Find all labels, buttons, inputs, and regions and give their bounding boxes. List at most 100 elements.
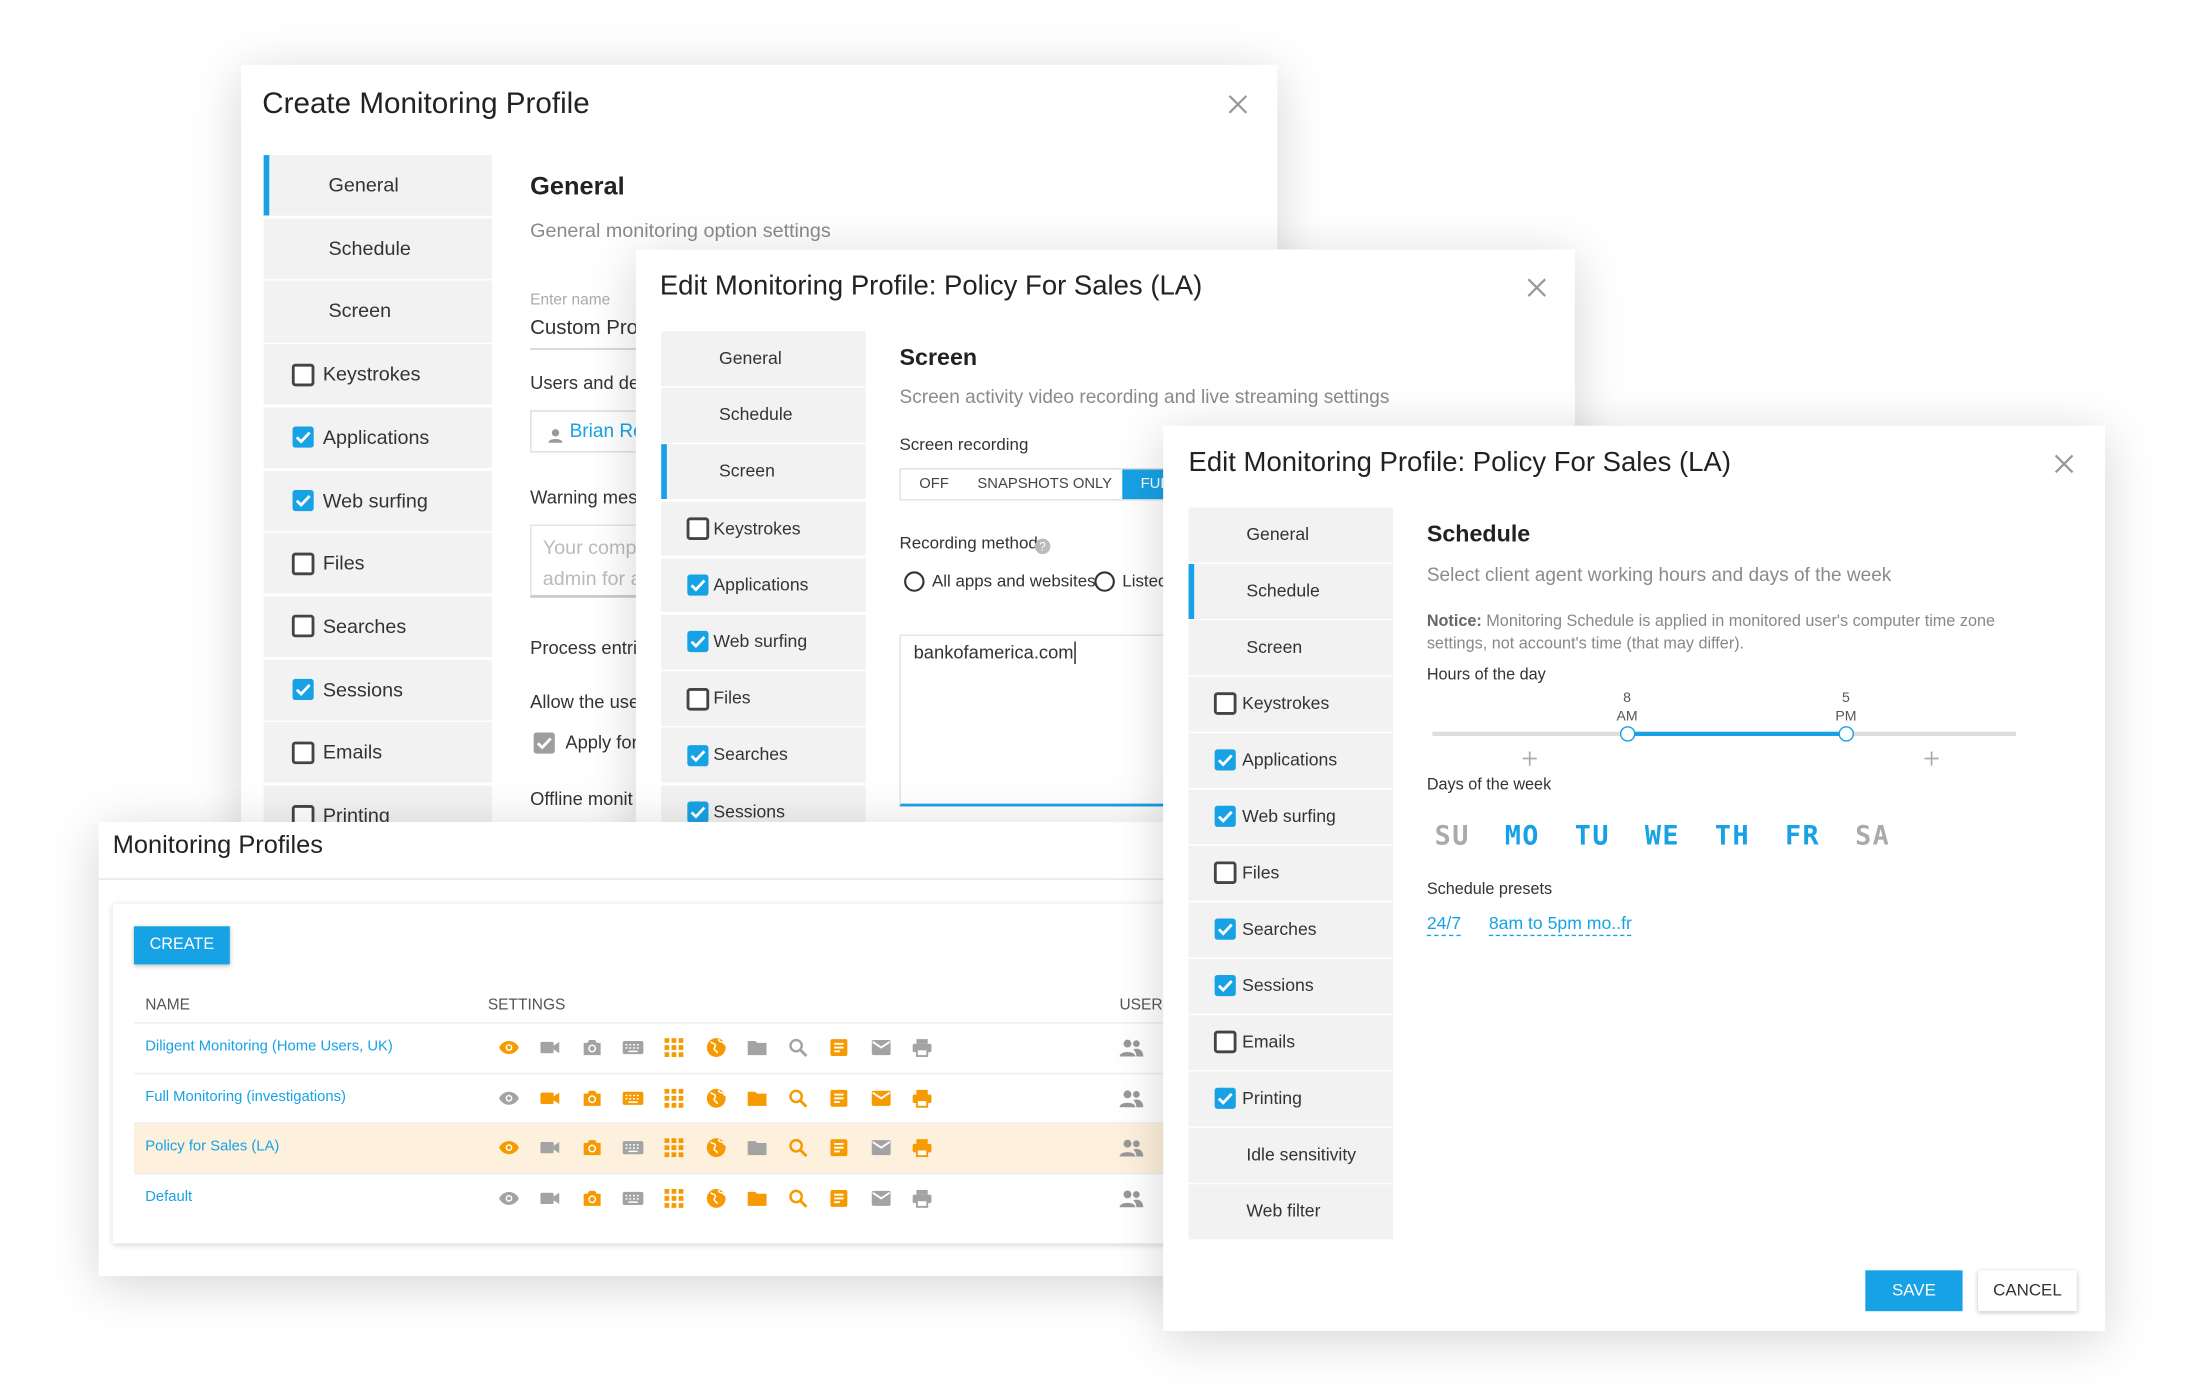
preset-link[interactable]: 24/7 [1426, 912, 1462, 937]
icon-shape [912, 1189, 932, 1208]
add-marker [1522, 747, 1537, 766]
close-button[interactable] [1228, 94, 1248, 114]
radio[interactable] [904, 571, 925, 592]
nav-item[interactable]: Files [661, 671, 866, 726]
icon-shape [2054, 454, 2074, 474]
day-toggle[interactable]: TU [1574, 820, 1610, 852]
nav-item[interactable]: Searches [661, 728, 866, 783]
nav-item[interactable]: Printing [1188, 1071, 1393, 1126]
icon-shape [706, 1038, 726, 1057]
icon-shape [664, 1038, 670, 1043]
nav-item[interactable]: Schedule [1188, 563, 1393, 619]
icon-shape [1123, 1089, 1132, 1098]
day-toggle[interactable]: FR [1785, 820, 1821, 852]
icon-shape [671, 1188, 677, 1194]
nav-item[interactable]: Web surfing [263, 470, 493, 532]
icon-shape [291, 615, 315, 638]
nav-item[interactable]: Idle sensitivity [1188, 1127, 1393, 1183]
close-button[interactable] [1527, 278, 1547, 298]
nav-item[interactable]: Screen [1188, 620, 1393, 675]
cancel-button[interactable]: CANCEL [1978, 1270, 2077, 1312]
nav-item[interactable]: Sessions [263, 659, 493, 721]
nav-item[interactable]: Applications [661, 558, 866, 613]
nav-item[interactable]: Schedule [661, 387, 866, 443]
icon-shape [912, 1039, 932, 1057]
icon-shape [625, 1043, 639, 1053]
icon-shape [678, 1052, 684, 1057]
nav-item[interactable]: Web filter [1188, 1184, 1393, 1239]
nav-item[interactable]: General [1188, 507, 1393, 562]
icon-shape [678, 1138, 684, 1143]
icon-shape: ? [1039, 540, 1046, 554]
profile-link[interactable]: Diligent Monitoring (Home Users, UK) [145, 1037, 393, 1055]
icon-shape [551, 429, 560, 437]
nav-item[interactable]: Searches [1188, 902, 1393, 957]
setting-icon [869, 1086, 892, 1109]
nav-item[interactable]: Files [263, 533, 493, 595]
nav-item[interactable]: Files [1188, 845, 1393, 901]
nav-label: Applications [1242, 749, 1338, 770]
save-button[interactable]: SAVE [1865, 1270, 1963, 1312]
segment-option[interactable]: OFF [900, 469, 968, 500]
icon-shape [1119, 1051, 1136, 1057]
icon-shape [830, 1039, 848, 1057]
icon-shape [664, 1102, 670, 1108]
segment-option[interactable]: SNAPSHOTS ONLY [967, 469, 1123, 500]
field-label: Screen recording [899, 434, 1029, 454]
setting-icon [911, 1036, 934, 1059]
day-toggle[interactable]: WE [1644, 820, 1680, 852]
users-icon [1119, 1038, 1144, 1058]
nav-item[interactable]: Screen [661, 444, 866, 500]
checkbox [1213, 1030, 1237, 1054]
day-toggle[interactable]: MO [1504, 820, 1540, 852]
nav-item[interactable]: Keystrokes [1188, 676, 1393, 732]
setting-icon [580, 1036, 603, 1059]
icon-shape [499, 1191, 519, 1205]
nav-item[interactable]: Keystrokes [263, 344, 493, 406]
nav-item[interactable]: Screen [263, 281, 493, 343]
nav-item[interactable]: Searches [263, 596, 493, 658]
close-button[interactable] [2054, 454, 2074, 474]
icon-shape [671, 1152, 677, 1158]
icon-shape [678, 1188, 684, 1194]
nav-item[interactable]: Sessions [1188, 958, 1393, 1014]
slider-handle[interactable] [1838, 726, 1854, 742]
setting-icon [869, 1186, 892, 1209]
nav-item[interactable]: General [263, 155, 493, 216]
day-toggle[interactable]: SU [1434, 820, 1470, 852]
icon-shape [915, 1148, 929, 1158]
radio[interactable] [1094, 571, 1115, 592]
create-button[interactable]: CREATE [133, 926, 230, 965]
users-icon [1119, 1138, 1144, 1158]
icon-shape [678, 1045, 684, 1050]
setting-icon [704, 1036, 727, 1059]
icon-shape [687, 801, 709, 823]
icon-shape [678, 1195, 684, 1201]
nav-item[interactable]: Web surfing [1188, 789, 1393, 844]
profile-link[interactable]: Default [145, 1188, 193, 1205]
profile-link[interactable]: Full Monitoring (investigations) [145, 1087, 346, 1105]
icon-shape [904, 571, 925, 592]
placeholder: admin for a [542, 566, 642, 589]
nav-item[interactable]: Applications [1188, 733, 1393, 788]
nav-item[interactable]: Schedule [263, 218, 493, 279]
checkbox-checked [1214, 749, 1237, 772]
icon-shape [915, 1048, 929, 1057]
nav-item[interactable]: Emails [263, 722, 493, 784]
icon-shape [912, 1089, 932, 1108]
nav-item[interactable]: Keystrokes [661, 501, 866, 556]
profile-link[interactable]: Policy for Sales (LA) [145, 1137, 280, 1155]
day-toggle[interactable]: TH [1714, 820, 1751, 852]
checkbox [291, 552, 315, 575]
nav-item[interactable]: Web surfing [661, 614, 866, 670]
column-header: NAME [145, 996, 191, 1014]
nav-item[interactable]: Emails [1188, 1015, 1393, 1070]
preset-link[interactable]: 8am to 5pm mo..fr [1488, 912, 1632, 937]
icon-shape [671, 1202, 677, 1208]
icon-shape [583, 1140, 601, 1156]
slider-handle[interactable] [1619, 726, 1635, 742]
section-title: General [530, 171, 625, 200]
nav-item[interactable]: General [661, 331, 866, 386]
day-toggle[interactable]: SA [1855, 820, 1891, 852]
nav-item[interactable]: Applications [263, 407, 493, 469]
